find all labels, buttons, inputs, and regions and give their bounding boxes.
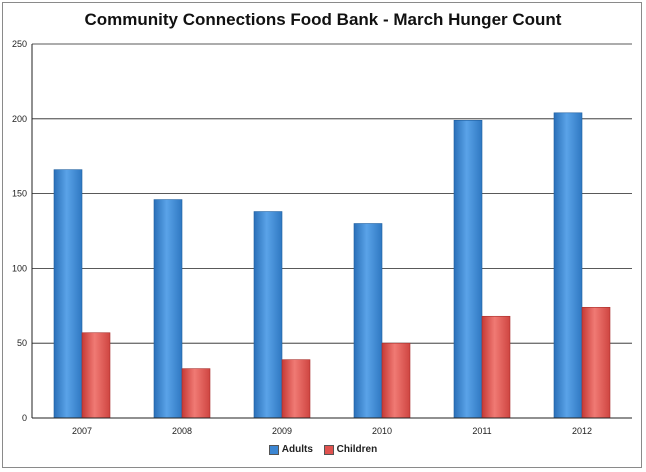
legend-item-adults: Adults — [268, 444, 313, 455]
legend-item-children: Children — [323, 444, 378, 455]
bar-adults-2008 — [153, 199, 183, 419]
bar-adults-2009 — [253, 211, 283, 419]
bar-adults-2012 — [553, 112, 583, 419]
y-tick-labels: 0 50 100 150 200 250 — [12, 39, 27, 423]
x-tick-label: 2010 — [372, 426, 392, 436]
bar-adults-2007 — [53, 169, 83, 419]
legend-label-children: Children — [336, 444, 378, 455]
x-tick-labels: 2007 2008 2009 2010 2011 2012 — [72, 426, 592, 436]
x-tick-label: 2011 — [472, 426, 491, 436]
bar-adults-2010 — [353, 223, 383, 419]
legend: Adults Children — [0, 444, 646, 458]
y-tick-label: 0 — [22, 413, 27, 423]
bar-children-2011 — [481, 315, 511, 419]
legend-swatch-children — [323, 444, 334, 455]
x-tick-label: 2007 — [72, 426, 92, 436]
legend-swatch-adults — [268, 444, 279, 455]
y-tick-label: 50 — [17, 338, 27, 348]
y-tick-label: 150 — [12, 189, 27, 199]
y-tick-label: 100 — [12, 263, 27, 273]
bars — [53, 112, 611, 419]
y-tick-label: 200 — [12, 114, 27, 124]
x-tick-label: 2012 — [572, 426, 592, 436]
y-tick-label: 250 — [12, 39, 27, 49]
gridlines — [32, 43, 632, 419]
bar-children-2007 — [81, 332, 111, 419]
x-tick-label: 2008 — [172, 426, 192, 436]
bar-children-2010 — [381, 342, 411, 419]
x-tick-label: 2009 — [272, 426, 292, 436]
bar-children-2009 — [281, 359, 311, 419]
bar-children-2012 — [581, 306, 611, 419]
bar-children-2008 — [181, 368, 211, 419]
chart-title: Community Connections Food Bank - March … — [84, 10, 562, 29]
bar-adults-2011 — [453, 119, 483, 419]
legend-label-adults: Adults — [281, 444, 313, 455]
